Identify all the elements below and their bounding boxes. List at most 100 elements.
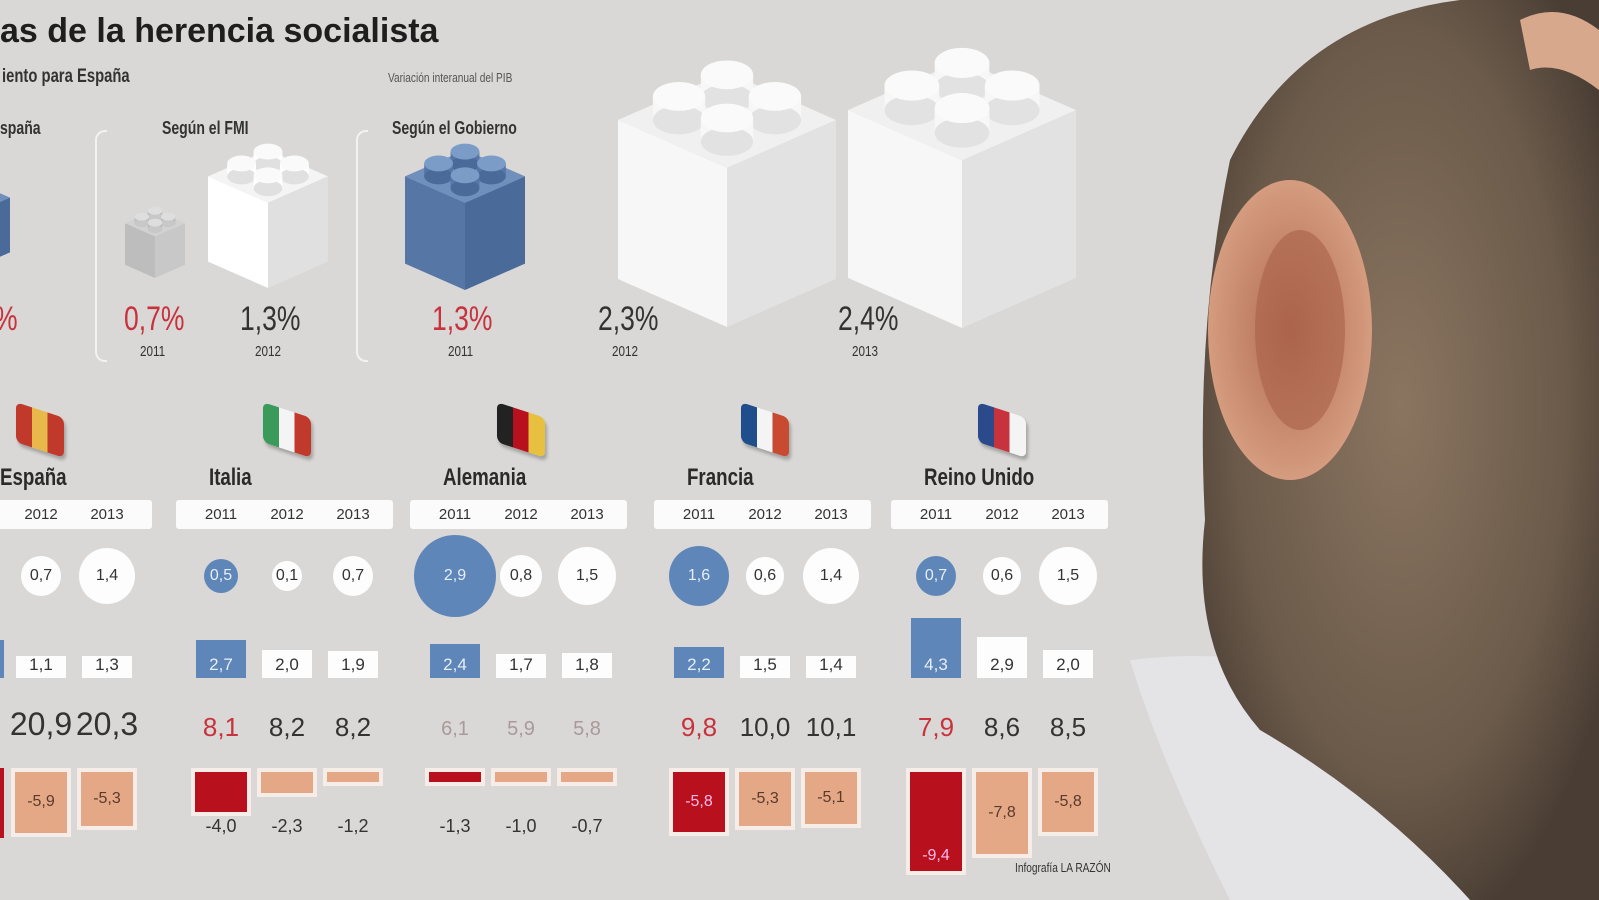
year-label: 2012	[270, 506, 304, 523]
deficit-bar	[191, 768, 251, 816]
deficit-bar	[323, 768, 383, 786]
inflation-box: 2,4	[430, 644, 480, 678]
growth-circle: 0,6	[746, 557, 784, 595]
country-name-españa: España	[0, 464, 67, 491]
fmi-2012-year: 2012	[255, 343, 282, 360]
growth-circle: 1,4	[802, 547, 860, 605]
brick-gob-2012	[618, 60, 836, 328]
inflation-box: 1,4	[806, 655, 856, 678]
year-header-bar	[0, 500, 152, 529]
deficit-label: -2,3	[271, 816, 303, 836]
source-label-gobierno: Según el Gobierno	[392, 118, 517, 138]
brick-fmi-2012	[208, 143, 328, 288]
growth-circle: 1,6	[668, 545, 730, 607]
deficit-label: -0,7	[571, 816, 603, 836]
deficit-label: -1,2	[337, 816, 369, 836]
year-label: 2011	[919, 506, 953, 523]
partial-deficit-bar	[0, 768, 4, 838]
inflation-box: 1,8	[562, 652, 612, 678]
inflation-box: 1,7	[496, 654, 546, 678]
country-name-reino-unido: Reino Unido	[924, 464, 1035, 491]
unemployment-value: 8,6	[983, 712, 1021, 742]
growth-circle: 2,9	[414, 535, 496, 617]
growth-circle: 0,7	[915, 555, 957, 597]
gob-2012-year: 2012	[612, 343, 639, 360]
pib-note: Variación interanual del PIB	[388, 70, 513, 85]
country-name-alemania: Alemania	[443, 464, 527, 491]
inflation-box: 2,0	[1043, 650, 1093, 678]
inflation-box: 1,1	[16, 655, 66, 678]
deficit-bar	[425, 768, 485, 787]
deficit-bar: -5,8	[1038, 768, 1098, 836]
gob-2013-pct: 2,4%	[838, 300, 899, 338]
year-label: 2012	[24, 506, 58, 523]
fmi-2011-year: 2011	[140, 343, 166, 360]
gobierno-bracket	[356, 130, 368, 362]
credit: Infografía LA RAZÓN	[1015, 860, 1111, 875]
growth-circle: 1,5	[557, 546, 617, 606]
deficit-bar	[257, 768, 317, 798]
gob-2012-pct: 2,3%	[598, 300, 659, 338]
forecast-pct-partial: %	[0, 300, 18, 339]
growth-circle: 0,1	[272, 561, 302, 591]
year-header-bar	[176, 500, 393, 529]
subtitle: iento para España	[2, 66, 130, 87]
deficit-label: -1,0	[505, 816, 537, 836]
unemployment-value: 10,0	[739, 712, 791, 742]
year-label: 2013	[336, 506, 370, 523]
year-label: 2011	[682, 506, 716, 523]
brick-gob-2011	[405, 143, 525, 290]
unemployment-value: 7,9	[917, 712, 955, 742]
fmi-bracket	[95, 130, 107, 362]
inflation-box: 1,3	[82, 655, 132, 678]
inflation-box: 2,7	[196, 640, 246, 678]
deficit-bar	[491, 768, 551, 786]
deficit-bar	[557, 768, 617, 786]
unemployment-value: 20,3	[75, 706, 139, 742]
year-label: 2013	[570, 506, 604, 523]
gob-2011-pct: 1,3%	[432, 300, 493, 338]
year-label: 2012	[504, 506, 538, 523]
fmi-2011-pct: 0,7%	[124, 300, 185, 338]
deficit-bar: -9,4	[906, 768, 966, 876]
deficit-bar: -5,3	[735, 768, 795, 831]
year-label: 2011	[204, 506, 238, 523]
unemployment-value: 6,1	[441, 718, 469, 740]
brick-partial-blue	[0, 193, 10, 257]
partial-inflation-box	[0, 640, 4, 678]
year-label: 2011	[438, 506, 472, 523]
growth-circle: 0,5	[204, 559, 238, 593]
page-title: as de la herencia socialista	[0, 12, 439, 50]
growth-circle: 1,5	[1038, 546, 1098, 606]
inflation-box: 1,9	[328, 651, 378, 678]
inflation-box: 2,0	[262, 650, 312, 678]
unemployment-value: 8,1	[202, 712, 240, 742]
deficit-bar: -5,8	[669, 768, 729, 836]
growth-circle: 0,8	[499, 554, 543, 598]
growth-circle: 0,7	[332, 555, 374, 597]
unemployment-value: 8,2	[334, 712, 372, 742]
growth-circle: 0,6	[983, 557, 1021, 595]
unemployment-value: 5,8	[573, 718, 601, 740]
year-label: 2013	[814, 506, 848, 523]
growth-circle: 1,4	[78, 547, 136, 605]
inflation-box: 1,5	[740, 655, 790, 678]
country-name-italia: Italia	[209, 464, 252, 491]
year-label: 2012	[985, 506, 1019, 523]
growth-circle: 0,7	[20, 555, 62, 597]
inflation-box: 2,9	[977, 637, 1027, 678]
lego-bricks	[0, 47, 1076, 328]
brick-fmi-2011	[125, 206, 185, 278]
deficit-bar: -7,8	[972, 768, 1032, 858]
source-label-fmi: Según el FMI	[162, 118, 249, 138]
gob-2013-year: 2013	[852, 343, 879, 360]
unemployment-value: 9,8	[680, 712, 718, 742]
year-header-bar	[654, 500, 871, 529]
unemployment-value: 8,5	[1049, 712, 1087, 742]
year-label: 2013	[90, 506, 124, 523]
gob-2011-year: 2011	[448, 343, 474, 360]
deficit-label: -1,3	[439, 816, 471, 836]
unemployment-value: 8,2	[268, 712, 306, 742]
fmi-2012-pct: 1,3%	[240, 300, 301, 338]
